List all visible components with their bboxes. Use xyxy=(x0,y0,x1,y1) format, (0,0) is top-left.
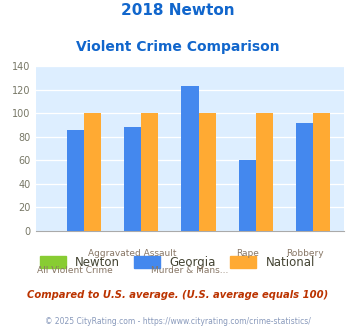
Bar xyxy=(124,127,141,231)
Text: © 2025 CityRating.com - https://www.cityrating.com/crime-statistics/: © 2025 CityRating.com - https://www.city… xyxy=(45,317,310,326)
Bar xyxy=(296,122,313,231)
Text: Murder & Mans...: Murder & Mans... xyxy=(151,266,229,275)
Legend: Newton, Georgia, National: Newton, Georgia, National xyxy=(40,256,315,269)
Text: 2018 Newton: 2018 Newton xyxy=(121,3,234,18)
Bar xyxy=(256,113,273,231)
Bar xyxy=(239,160,256,231)
Bar xyxy=(198,113,216,231)
Text: All Violent Crime: All Violent Crime xyxy=(37,266,113,275)
Text: Robbery: Robbery xyxy=(286,249,323,258)
Text: Aggravated Assault: Aggravated Assault xyxy=(88,249,177,258)
Bar xyxy=(141,113,158,231)
Text: Compared to U.S. average. (U.S. average equals 100): Compared to U.S. average. (U.S. average … xyxy=(27,290,328,300)
Bar xyxy=(181,86,198,231)
Bar xyxy=(313,113,330,231)
Bar xyxy=(84,113,101,231)
Bar xyxy=(67,130,84,231)
Text: Violent Crime Comparison: Violent Crime Comparison xyxy=(76,40,279,53)
Text: Rape: Rape xyxy=(236,249,259,258)
